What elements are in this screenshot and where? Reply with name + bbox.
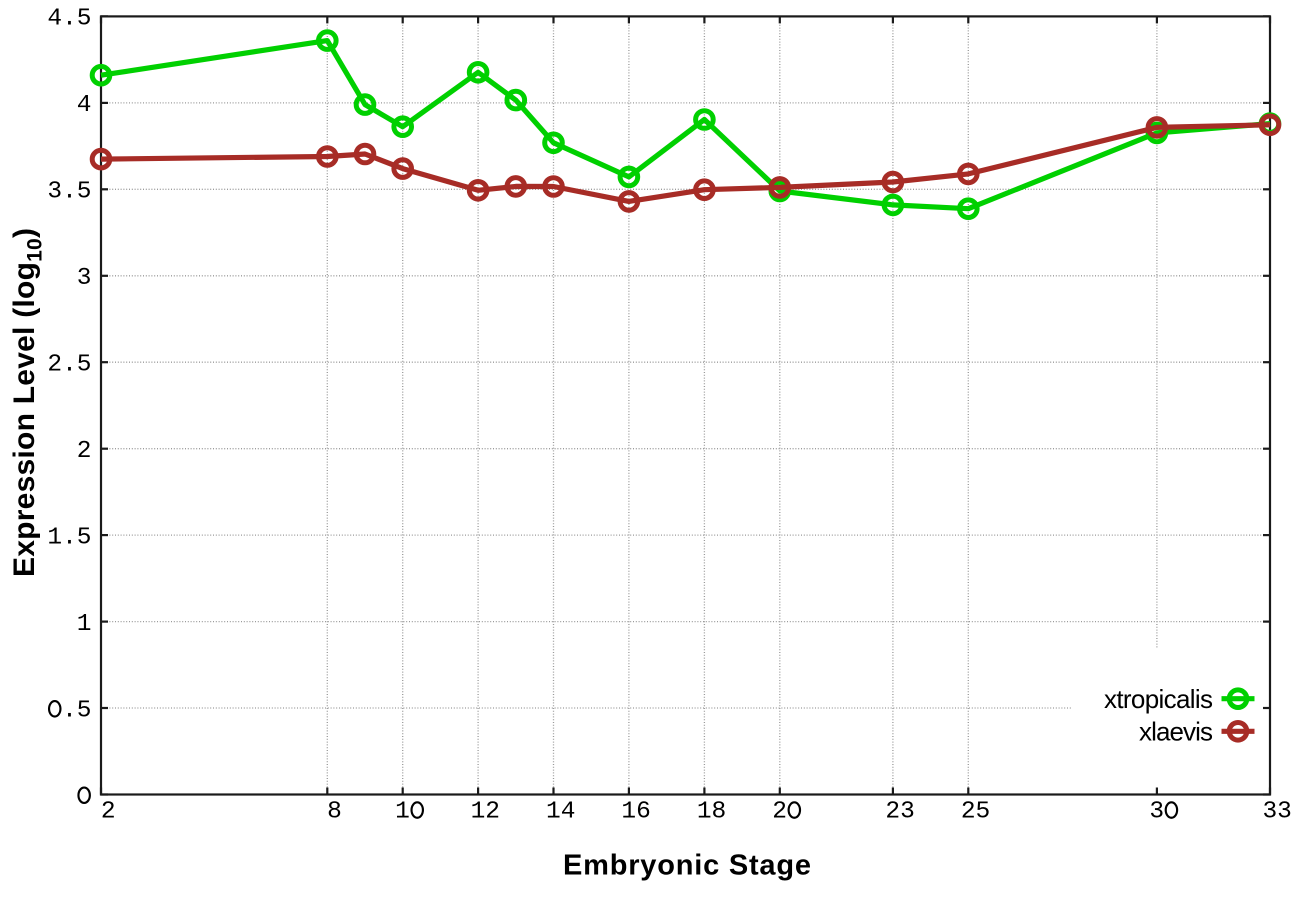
- svg-text:16: 16: [621, 799, 650, 826]
- svg-text:3.5: 3.5: [47, 179, 91, 206]
- svg-text:2: 2: [772, 799, 787, 826]
- svg-text:33: 33: [1262, 799, 1291, 826]
- svg-text:.5: .5: [62, 697, 91, 724]
- svg-text:1.5: 1.5: [47, 524, 91, 551]
- svg-text:2: 2: [101, 799, 116, 826]
- svg-text:2.5: 2.5: [47, 352, 91, 379]
- svg-text:3: 3: [77, 265, 92, 292]
- svg-text:25: 25: [961, 799, 990, 826]
- svg-text:2: 2: [77, 438, 92, 465]
- svg-text:Embryonic Stage: Embryonic Stage: [563, 849, 811, 881]
- svg-text:23: 23: [885, 799, 914, 826]
- svg-text:4.5: 4.5: [47, 6, 91, 33]
- svg-text:18: 18: [697, 799, 726, 826]
- svg-text:Expression Level (log10): Expression Level (log10): [8, 228, 47, 577]
- svg-text:3: 3: [1149, 799, 1164, 826]
- svg-text:1: 1: [395, 799, 410, 826]
- svg-text:12: 12: [471, 799, 500, 826]
- svg-text:1: 1: [77, 611, 92, 638]
- svg-text:8: 8: [327, 799, 342, 826]
- svg-text:14: 14: [546, 799, 575, 826]
- svg-text:xlaevis: xlaevis: [1139, 716, 1213, 746]
- svg-text:xtropicalis: xtropicalis: [1104, 684, 1213, 714]
- svg-text:4: 4: [77, 92, 92, 119]
